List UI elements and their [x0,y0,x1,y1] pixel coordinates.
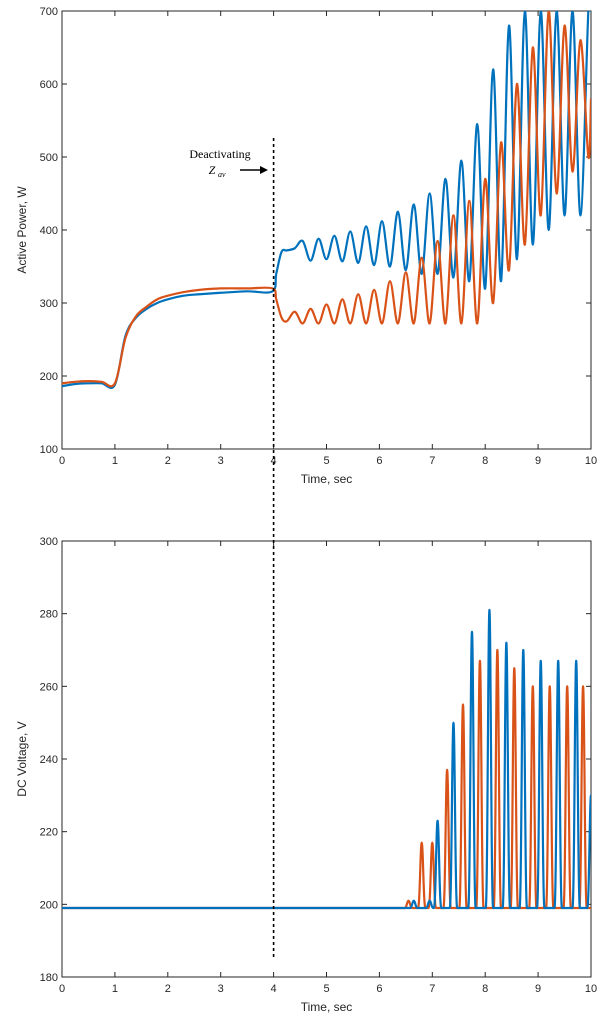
x-tick-label: 4 [271,983,277,995]
x-tick-label: 1 [112,983,118,995]
x-tick-label: 1 [112,455,118,467]
plot-frame [61,540,592,978]
active-power-plot: 0 1 2 3 4 5 6 7 8 9 10 100 200 300 400 500 600 700 Time, s… [15,6,597,486]
y-tick-label: 200 [40,899,58,911]
y-tick-label: 240 [40,754,58,766]
x-tick-label: 9 [535,455,541,467]
y-tick-label: 180 [40,972,58,984]
y-tick-label: 100 [40,444,58,456]
x-tick-label: 6 [376,455,382,467]
series-1-line [62,608,591,910]
y-tick-label: 400 [40,225,58,237]
dc-voltage-plot: 0 1 2 3 4 5 6 7 8 9 10 180 200 220 240 260 280 300 Time, s… [15,536,597,1014]
y-tick-label: 300 [40,298,58,310]
x-tick-label: 0 [59,983,65,995]
y-tick-label: 300 [40,536,58,548]
x-axis-label: Time, sec [301,472,353,486]
x-axis-label: Time, sec [301,1000,353,1014]
x-tick-label: 5 [323,455,329,467]
y-axis-label: Active Power, W [15,186,29,274]
deactivation-marker: Deactivating Z av [189,138,275,958]
series-2-line [62,11,591,388]
x-tick-label: 7 [429,455,435,467]
y-tick-label: 220 [40,827,58,839]
x-tick-label: 2 [165,455,171,467]
series-2-line [62,648,591,910]
y-tick-label: 500 [40,152,58,164]
x-tick-label: 7 [429,983,435,995]
x-tick-label: 8 [482,983,488,995]
annotation-text: Deactivating [189,147,250,161]
y-tick-label: 260 [40,681,58,693]
x-tick-label: 10 [585,455,597,467]
x-tick-label: 0 [59,455,65,467]
annotation-subscript: av [218,170,226,179]
annotation-arrow-head [260,166,268,174]
y-axis-label: DC Voltage, V [15,721,29,796]
y-tick-label: 700 [40,6,58,18]
x-tick-label: 4 [271,455,277,467]
x-tick-label: 3 [218,983,224,995]
x-tick-label: 2 [165,983,171,995]
x-tick-label: 10 [585,983,597,995]
x-tick-label: 3 [218,455,224,467]
annotation-symbol: Z [209,163,216,177]
y-tick-label: 600 [40,79,58,91]
x-tick-label: 6 [376,983,382,995]
x-tick-label: 9 [535,983,541,995]
x-tick-label: 8 [482,455,488,467]
y-tick-label: 200 [40,371,58,383]
x-tick-label: 5 [323,983,329,995]
y-tick-label: 280 [40,609,58,621]
